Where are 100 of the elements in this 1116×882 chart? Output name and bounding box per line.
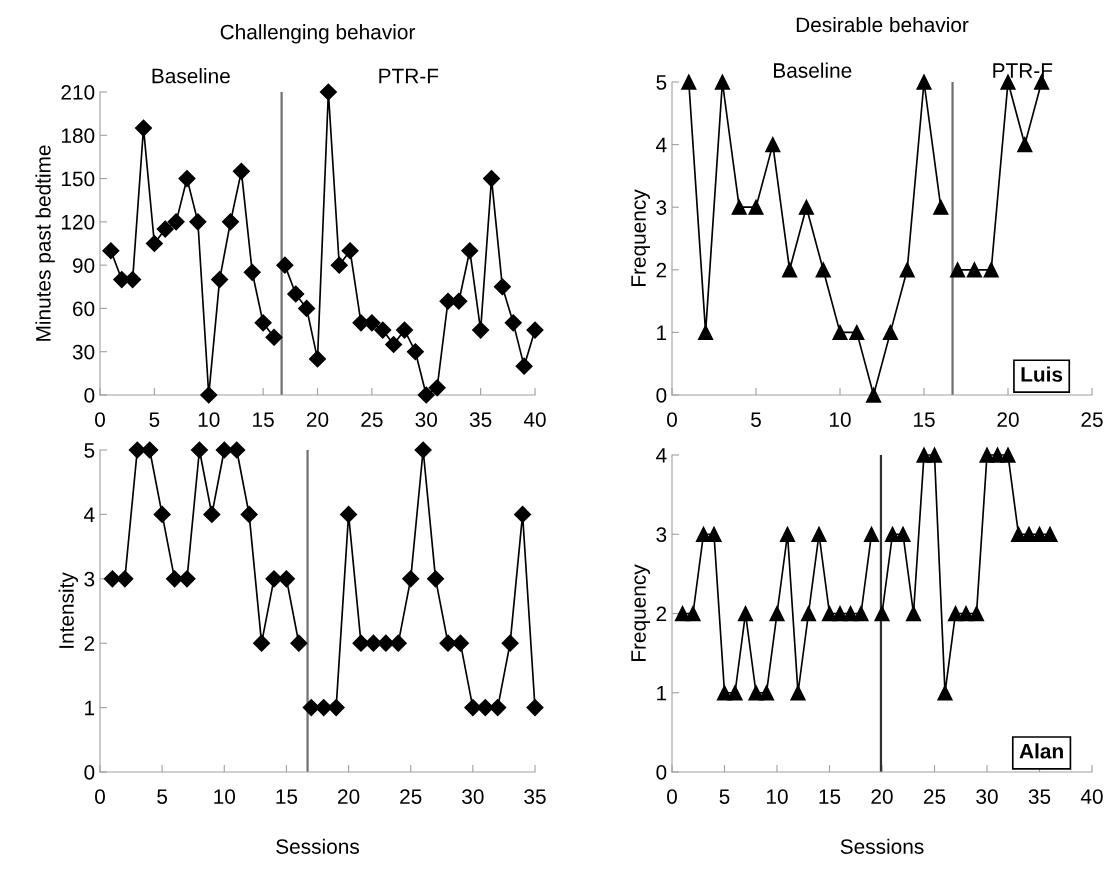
point bbox=[515, 357, 533, 375]
x-tick-label: 40 bbox=[1080, 789, 1103, 804]
point bbox=[385, 335, 403, 354]
y-axis-title: Intensity bbox=[58, 572, 78, 648]
point bbox=[298, 299, 316, 317]
y-axis-title: Frequency bbox=[631, 564, 650, 661]
point bbox=[514, 505, 532, 523]
x-tick-label: 5 bbox=[719, 789, 730, 804]
point bbox=[737, 605, 754, 622]
point bbox=[933, 199, 949, 215]
point bbox=[178, 570, 196, 588]
point bbox=[167, 213, 185, 231]
point bbox=[287, 285, 305, 303]
point bbox=[472, 321, 490, 339]
x-tick-label: 0 bbox=[667, 789, 677, 804]
point bbox=[905, 605, 922, 622]
y-tick-label: 2 bbox=[84, 636, 95, 651]
x-tick-label: 25 bbox=[361, 412, 383, 427]
point bbox=[800, 605, 817, 622]
y-tick-label: 5 bbox=[656, 75, 667, 90]
chart-title: Challenging behavior bbox=[220, 24, 416, 44]
x-tick-label: 25 bbox=[923, 789, 946, 804]
y-tick-label: 3 bbox=[656, 200, 667, 215]
point bbox=[276, 256, 294, 274]
x-tick-label: 35 bbox=[469, 412, 492, 427]
y-tick-label: 2 bbox=[656, 606, 667, 622]
y-tick-label: 3 bbox=[84, 571, 95, 587]
point bbox=[203, 505, 221, 523]
x-tick-label: 20 bbox=[338, 789, 360, 804]
point bbox=[989, 447, 1006, 463]
text: PTR-F bbox=[379, 68, 439, 84]
y-tick-label: 2 bbox=[656, 262, 667, 278]
x-tick-label: 0 bbox=[95, 412, 105, 427]
point bbox=[308, 350, 327, 368]
point bbox=[727, 685, 743, 701]
x-tick-label: 15 bbox=[819, 789, 841, 804]
point bbox=[221, 213, 240, 231]
point bbox=[863, 526, 880, 542]
point bbox=[983, 262, 999, 278]
point bbox=[374, 321, 392, 339]
point bbox=[189, 213, 207, 231]
y-tick-label: 150 bbox=[61, 171, 95, 187]
point bbox=[200, 386, 218, 404]
x-axis-title: Sessions bbox=[276, 838, 360, 854]
y-axis-title: Minutes past bedtime bbox=[35, 145, 55, 341]
text: Baseline bbox=[152, 68, 230, 84]
point bbox=[853, 605, 869, 622]
point bbox=[439, 634, 457, 652]
y-tick-label: 4 bbox=[656, 137, 667, 153]
point bbox=[319, 83, 337, 101]
point bbox=[493, 278, 511, 296]
y-tick-label: 120 bbox=[61, 214, 95, 230]
x-tick-label: 30 bbox=[462, 789, 484, 804]
y-tick-label: 30 bbox=[72, 344, 95, 360]
x-tick-label: 10 bbox=[198, 412, 220, 427]
x-tick-label: 25 bbox=[400, 789, 422, 804]
x-tick-label: 0 bbox=[95, 789, 105, 804]
x-tick-label: 35 bbox=[524, 789, 546, 804]
point bbox=[790, 685, 806, 701]
y-tick-label: 0 bbox=[656, 765, 667, 780]
x-tick-label: 10 bbox=[214, 789, 236, 804]
point bbox=[731, 199, 747, 215]
point bbox=[240, 505, 258, 523]
point bbox=[461, 242, 479, 260]
y-tick-label: 0 bbox=[656, 388, 667, 403]
point bbox=[428, 379, 446, 397]
y-tick-label: 4 bbox=[656, 448, 667, 463]
point bbox=[153, 505, 171, 523]
point bbox=[526, 321, 544, 339]
x-tick-label: 40 bbox=[523, 412, 546, 427]
point bbox=[232, 162, 250, 180]
point bbox=[949, 262, 966, 278]
point bbox=[116, 570, 134, 588]
y-tick-label: 60 bbox=[73, 301, 95, 317]
y-tick-label: 4 bbox=[84, 507, 95, 522]
text: Baseline bbox=[774, 62, 852, 78]
point bbox=[253, 634, 271, 652]
x-tick-label: 30 bbox=[976, 789, 998, 804]
point bbox=[882, 324, 899, 341]
point bbox=[714, 74, 731, 90]
text: PTR-F bbox=[993, 63, 1053, 78]
point bbox=[937, 685, 953, 701]
x-tick-label: 15 bbox=[276, 789, 298, 804]
point bbox=[190, 441, 208, 459]
point bbox=[340, 505, 358, 523]
y-tick-label: 0 bbox=[84, 765, 95, 780]
point bbox=[685, 605, 701, 622]
y-tick-label: 1 bbox=[657, 325, 667, 340]
point bbox=[290, 634, 308, 652]
point bbox=[966, 262, 983, 278]
y-tick-label: 0 bbox=[84, 388, 95, 403]
point bbox=[302, 699, 320, 717]
point bbox=[1000, 447, 1016, 463]
x-tick-label: 5 bbox=[149, 412, 160, 427]
point bbox=[769, 605, 785, 622]
point bbox=[504, 314, 522, 332]
point bbox=[832, 324, 848, 341]
x-tick-label: 15 bbox=[914, 412, 935, 427]
point bbox=[102, 242, 120, 260]
point bbox=[706, 526, 722, 542]
